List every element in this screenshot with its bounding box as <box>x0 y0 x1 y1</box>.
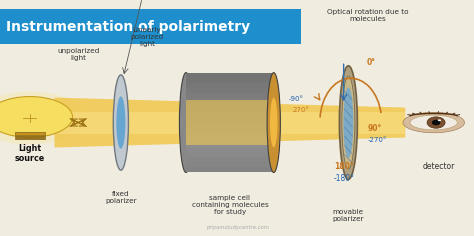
FancyBboxPatch shape <box>186 162 273 168</box>
FancyBboxPatch shape <box>186 88 273 93</box>
FancyBboxPatch shape <box>186 148 273 152</box>
Ellipse shape <box>267 73 281 173</box>
Ellipse shape <box>342 76 355 169</box>
FancyBboxPatch shape <box>0 9 301 44</box>
FancyBboxPatch shape <box>186 83 273 88</box>
Text: priyamstudycentre.com: priyamstudycentre.com <box>206 225 268 230</box>
FancyBboxPatch shape <box>186 93 273 97</box>
Text: -180°: -180° <box>333 174 354 183</box>
FancyBboxPatch shape <box>186 78 273 83</box>
Text: detector: detector <box>422 162 455 171</box>
FancyBboxPatch shape <box>186 103 273 108</box>
Circle shape <box>0 97 73 137</box>
Text: -270°: -270° <box>367 137 387 143</box>
Text: -90°: -90° <box>288 96 303 102</box>
FancyBboxPatch shape <box>186 152 273 157</box>
Text: unpolarized
light: unpolarized light <box>57 48 100 61</box>
Ellipse shape <box>116 96 126 149</box>
Ellipse shape <box>432 120 440 125</box>
FancyBboxPatch shape <box>186 168 273 173</box>
Ellipse shape <box>179 73 192 173</box>
FancyBboxPatch shape <box>186 133 273 138</box>
Text: Instrumentation of polarimetry: Instrumentation of polarimetry <box>6 20 250 34</box>
FancyBboxPatch shape <box>186 113 273 118</box>
FancyBboxPatch shape <box>186 118 273 122</box>
FancyBboxPatch shape <box>186 100 273 145</box>
Text: 90°: 90° <box>367 124 382 133</box>
Text: 0°: 0° <box>366 58 375 67</box>
Ellipse shape <box>344 87 353 158</box>
FancyBboxPatch shape <box>186 157 273 162</box>
Polygon shape <box>55 97 405 148</box>
Text: 270°: 270° <box>292 107 310 113</box>
FancyBboxPatch shape <box>15 138 45 139</box>
FancyBboxPatch shape <box>186 127 273 133</box>
FancyBboxPatch shape <box>186 73 273 173</box>
Ellipse shape <box>403 112 465 133</box>
Text: Linearly
polarized
light: Linearly polarized light <box>130 27 164 47</box>
Text: Optical rotation due to
molecules: Optical rotation due to molecules <box>327 9 408 22</box>
FancyBboxPatch shape <box>186 73 273 78</box>
FancyBboxPatch shape <box>15 132 45 135</box>
Ellipse shape <box>339 66 357 179</box>
FancyBboxPatch shape <box>186 143 273 148</box>
Ellipse shape <box>113 75 128 170</box>
FancyBboxPatch shape <box>186 108 273 113</box>
Circle shape <box>0 92 85 145</box>
FancyBboxPatch shape <box>186 138 273 143</box>
Text: fixed
polarizer: fixed polarizer <box>105 191 137 204</box>
Ellipse shape <box>270 97 277 148</box>
Ellipse shape <box>410 115 457 130</box>
Text: 180°: 180° <box>334 162 354 171</box>
Text: sample cell
containing molecules
for study: sample cell containing molecules for stu… <box>191 195 268 215</box>
Ellipse shape <box>427 117 445 128</box>
FancyBboxPatch shape <box>15 136 45 137</box>
FancyBboxPatch shape <box>186 122 273 127</box>
Text: movable
polarizer: movable polarizer <box>333 209 364 222</box>
FancyBboxPatch shape <box>186 97 273 103</box>
FancyBboxPatch shape <box>55 112 405 134</box>
Ellipse shape <box>438 119 441 121</box>
Text: Light
source: Light source <box>15 143 45 163</box>
